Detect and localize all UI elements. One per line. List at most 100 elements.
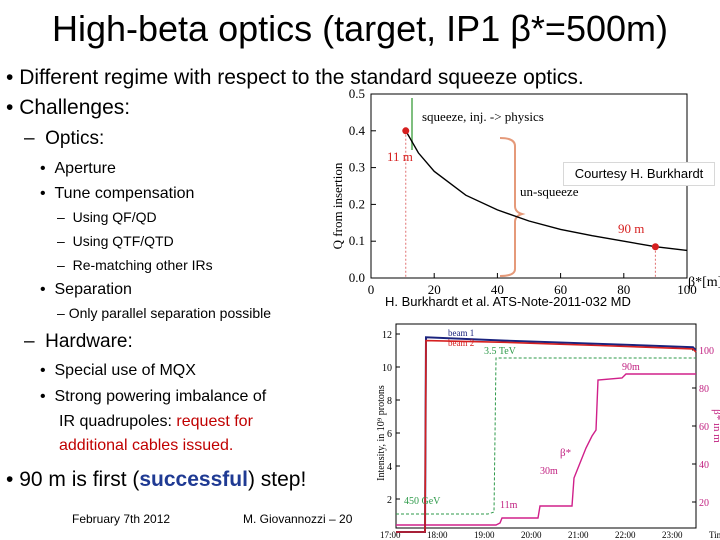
bullet-text: Using QTF/QTD (72, 233, 174, 249)
optics-curve (405, 130, 688, 252)
run-ytick-label: 8 (387, 396, 392, 407)
run-plot: Intensity, in 10⁹ protons β* in m 12 10 8 6… (360, 318, 720, 540)
beam2-line (396, 339, 697, 533)
bullet-text: IR quadrupoles: (59, 413, 172, 430)
run-xtick-label: 21:00 (568, 530, 589, 540)
beam1-label: beam 1 (448, 328, 474, 338)
optics-xtick-label: 80 (617, 282, 630, 297)
run-ytick-label: 10 (382, 363, 392, 374)
bullet-first-step: • 90 m is first (successful) step! (6, 468, 307, 491)
optics-xtick-label: 20 (428, 282, 441, 297)
marker-90-point (651, 243, 659, 251)
bullet-imbalance-cont: IR quadrupoles: request for (59, 413, 253, 431)
bullet-text: Tune compensation (54, 185, 195, 202)
optics-xtick-label: 100 (677, 282, 697, 297)
run-xtick-label: 17:00 (380, 530, 401, 540)
run-yticks: 12 10 8 6 4 2 (382, 330, 400, 506)
run-ytick-right-label: 80 (699, 384, 709, 395)
beta-line (396, 373, 696, 526)
run-xtick-label: Time (709, 530, 720, 540)
run-xtick-label: 23:00 (662, 530, 683, 540)
optics-xtick-label: 40 (491, 282, 504, 297)
bullet-text: Only parallel separation possible (68, 305, 272, 321)
run-ytick-right-label: 100 (699, 346, 714, 357)
optics-ylabel: Q from insertion (330, 162, 345, 249)
run-ytick-label: 12 (382, 330, 392, 341)
marker-11-label: 11 m (387, 149, 413, 164)
request-text-cont: additional cables issued. (59, 437, 234, 454)
run-xtick-label: 22:00 (615, 530, 636, 540)
bullet-text: Aperture (54, 160, 116, 177)
beam2-label: beam 2 (448, 338, 474, 348)
bullet-text: Using QF/QD (72, 209, 157, 225)
optics-xtick-label: 60 (554, 282, 567, 297)
run-ylabel-right: β* in m (711, 409, 720, 443)
request-text: request for (176, 413, 253, 430)
optics-ytick-label: 0.5 (349, 86, 365, 101)
marker-90-label: 90 m (618, 221, 644, 236)
optics-ytick-label: 0.4 (349, 123, 366, 138)
optics-yticks: 0.5 0.4 0.3 0.2 0.1 0.0 (349, 86, 376, 285)
reference-note: H. Burkhardt et al. ATS-Note-2011-032 MD (385, 294, 631, 309)
footer-date: February 7th 2012 (72, 512, 171, 526)
run-ytick-right-label: 40 (699, 460, 709, 471)
bullet-qtf: – Using QTF/QTD (57, 233, 174, 249)
optics-frame (370, 93, 688, 279)
beta-90-label: 90m (622, 362, 640, 373)
run-ytick-label: 4 (387, 462, 392, 473)
optics-xunit: β*[m] (688, 275, 720, 290)
bullet-text: Optics: (45, 128, 105, 149)
bullet-optics: – Optics: (24, 128, 105, 149)
courtesy-label: Courtesy H. Burkhardt (563, 162, 715, 186)
unsqueeze-label: un-squeeze (520, 184, 579, 199)
bullet-qfqd: – Using QF/QD (57, 209, 157, 225)
beta-30-label: 30m (540, 466, 558, 477)
optics-ytick-label: 0.2 (349, 196, 365, 211)
optics-xticks: 0 20 40 60 80 100 (368, 273, 697, 297)
bullet-text: Special use of MQX (54, 362, 196, 379)
successful-text: successful (139, 468, 248, 491)
bullet-different-regime: • Different regime with respect to the s… (6, 66, 584, 89)
run-ytick-label: 2 (387, 495, 392, 506)
bullet-text: Re-matching other IRs (72, 257, 213, 273)
bullet-text: Hardware: (45, 331, 133, 352)
optics-ytick-label: 0.3 (349, 160, 365, 175)
bullet-text: Different regime with respect to the sta… (19, 66, 584, 89)
bullet-imbalance: • Strong powering imbalance of (40, 388, 267, 405)
squeeze-label: squeeze, inj. -> physics (422, 109, 544, 124)
energy-bottom-label: 450 GeV (404, 496, 441, 507)
optics-plot: Q from insertion 0.5 0.4 0.3 0.2 0.1 0.0 0 20 4… (330, 86, 720, 297)
unsqueeze-bracket (499, 137, 526, 277)
run-ytick-right-label: 20 (699, 498, 709, 509)
run-xtick-label: 20:00 (521, 530, 542, 540)
bullet-tune: • Tune compensation (40, 185, 195, 202)
run-ytick-label: 6 (387, 429, 392, 440)
bullet-text: 90 m is first ( (19, 468, 140, 491)
footer-author: M. Giovannozzi – 20 (243, 512, 353, 526)
run-ytick-right-label: 60 (699, 422, 709, 433)
energy-line (396, 357, 696, 515)
optics-ytick-label: 0.0 (349, 270, 365, 285)
bullet-rematch: – Re-matching other IRs (57, 257, 213, 273)
bullet-text: Strong powering imbalance of (54, 388, 267, 405)
bullet-hardware: – Hardware: (24, 331, 133, 352)
bullet-separation: • Separation (40, 281, 132, 298)
energy-top-label: 3.5 TeV (484, 346, 517, 357)
optics-ytick-label: 0.1 (349, 233, 365, 248)
slide-title: High-beta optics (target, IP1 β*=500m) (51, 8, 668, 49)
bullet-challenges: • Challenges: (6, 96, 131, 119)
bullet-text: ) step! (247, 468, 307, 491)
bullet-mqx: • Special use of MQX (40, 362, 196, 379)
beta-11-label: 11m (500, 500, 518, 511)
run-xtick-label: 18:00 (427, 530, 448, 540)
beta-label: β* (560, 447, 571, 459)
run-yticks-right: 100 80 60 40 20 (692, 346, 714, 509)
run-xtick-label: 19:00 (474, 530, 495, 540)
bullet-text: Challenges: (19, 96, 131, 119)
run-xticks: 17:00 18:00 19:00 20:00 21:00 22:00 23:00 Time (380, 530, 720, 540)
bullet-aperture: • Aperture (40, 160, 116, 177)
bullet-parallel: – Only parallel separation possible (57, 305, 272, 321)
marker-11-point (402, 127, 410, 135)
optics-xtick-label: 0 (368, 282, 375, 297)
run-ylabel: Intensity, in 10⁹ protons (376, 385, 387, 481)
